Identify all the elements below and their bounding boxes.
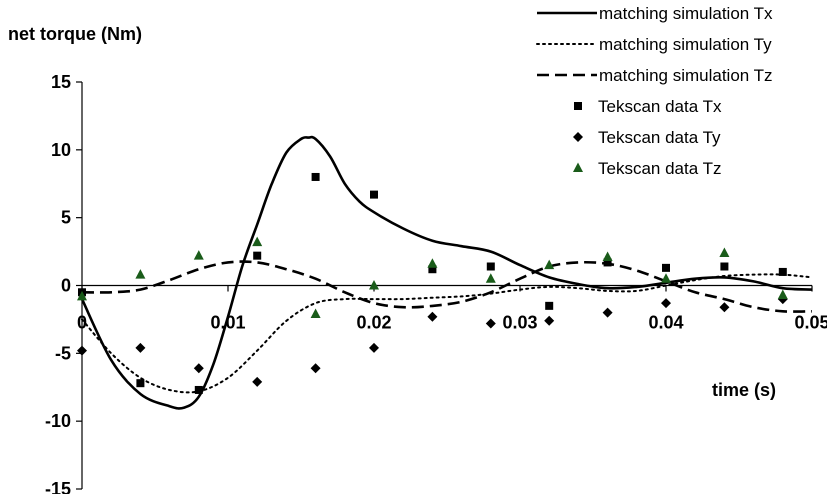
- data-point: [369, 342, 379, 353]
- series-tekscan-data-tz: [77, 236, 788, 318]
- data-point: [602, 307, 613, 318]
- data-point: [310, 308, 321, 318]
- legend-item: Tekscan data Tx: [574, 97, 722, 116]
- legend-item: matching simulation Tx: [537, 4, 773, 23]
- legend-item: matching simulation Tz: [537, 66, 773, 85]
- data-point: [253, 251, 262, 260]
- data-point: [719, 247, 730, 257]
- data-point: [602, 251, 613, 262]
- legend-label: Tekscan data Tz: [598, 159, 721, 178]
- data-point: [135, 342, 146, 353]
- x-tick-label: 0.01: [210, 313, 245, 333]
- series-layer: [77, 135, 813, 410]
- data-point: [136, 379, 145, 388]
- data-point: [662, 263, 670, 272]
- legend-item: matching simulation Ty: [536, 35, 772, 54]
- x-tick-label: 0: [77, 313, 87, 333]
- y-tick-label: -15: [45, 479, 71, 494]
- x-axis-title: time (s): [712, 380, 776, 400]
- data-point: [428, 265, 437, 274]
- data-point: [311, 172, 320, 181]
- legend-label: matching simulation Ty: [599, 35, 772, 54]
- legend-label: Tekscan data Tx: [598, 97, 722, 116]
- legend-label: matching simulation Tz: [599, 66, 773, 85]
- data-point: [719, 302, 730, 313]
- series-line: [81, 273, 813, 394]
- series-matching-simulation-ty: [81, 273, 813, 394]
- y-tick-label: 10: [51, 140, 71, 160]
- y-tick-label: 0: [61, 276, 71, 296]
- y-tick-label: 5: [61, 208, 71, 228]
- data-point: [485, 273, 496, 283]
- x-tick-label: 0.03: [502, 313, 537, 333]
- data-point: [194, 385, 203, 394]
- series-tekscan-data-ty: [77, 294, 788, 387]
- legend-swatch: [573, 162, 583, 172]
- y-tick-label: -10: [45, 411, 71, 431]
- legend-label: Tekscan data Ty: [598, 128, 721, 147]
- x-tick-label: 0.04: [648, 313, 683, 333]
- data-point: [310, 363, 321, 374]
- data-point: [427, 311, 438, 322]
- data-point: [661, 273, 671, 283]
- data-point: [193, 363, 204, 374]
- data-point: [545, 301, 554, 310]
- data-point: [77, 345, 87, 356]
- legend-swatch: [573, 132, 583, 142]
- data-point: [369, 280, 379, 290]
- legend-item: Tekscan data Tz: [573, 159, 721, 178]
- data-point: [544, 315, 555, 326]
- data-point: [252, 376, 263, 387]
- data-point: [193, 250, 204, 260]
- legend-item: Tekscan data Ty: [573, 128, 721, 147]
- data-point: [486, 262, 495, 271]
- series-line: [80, 135, 813, 410]
- series-matching-simulation-tz: [81, 260, 813, 313]
- legend-label: matching simulation Tx: [599, 4, 773, 23]
- y-tick-label: 15: [51, 72, 71, 92]
- data-point: [252, 236, 263, 247]
- x-tick-label: 0.02: [356, 313, 391, 333]
- data-point: [370, 190, 378, 199]
- legend: matching simulation Tx matching simulatio…: [536, 4, 773, 178]
- data-point: [485, 318, 496, 329]
- y-tick-label: -5: [55, 343, 71, 363]
- data-point: [603, 258, 612, 267]
- legend-swatch: [574, 102, 582, 110]
- data-point: [777, 289, 788, 299]
- axes: 15 10 5 0 -5 -10 -15 0 0.01 0.02 0.03 0.04 0.05: [45, 72, 827, 494]
- data-point: [427, 258, 438, 268]
- y-axis-title: net torque (Nm): [8, 24, 142, 44]
- data-point: [135, 269, 146, 279]
- data-point: [778, 267, 787, 276]
- series-line: [81, 260, 813, 313]
- series-matching-simulation-tx: [80, 135, 813, 410]
- data-point: [544, 259, 555, 270]
- data-point: [720, 262, 729, 271]
- data-point: [661, 298, 671, 309]
- series-tekscan-data-tx: [78, 172, 787, 394]
- x-tick-label: 0.05: [794, 313, 827, 333]
- data-point: [77, 290, 87, 301]
